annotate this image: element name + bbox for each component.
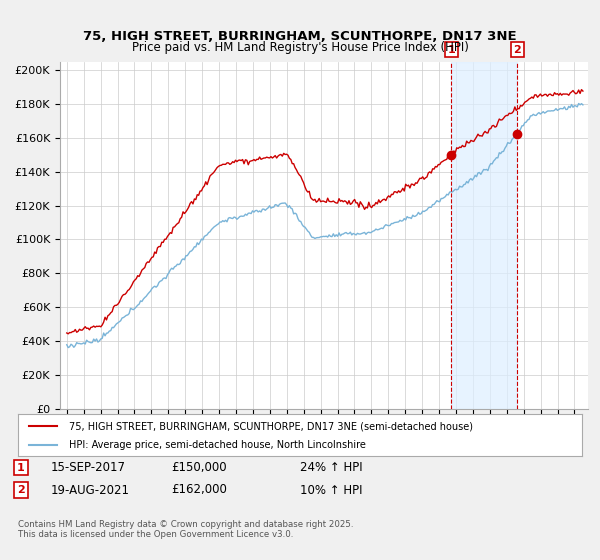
Text: 19-AUG-2021: 19-AUG-2021 (51, 483, 130, 497)
Text: 15-SEP-2017: 15-SEP-2017 (51, 461, 126, 474)
Text: 1: 1 (17, 463, 25, 473)
Text: 10% ↑ HPI: 10% ↑ HPI (300, 483, 362, 497)
Text: £162,000: £162,000 (171, 483, 227, 497)
Text: Price paid vs. HM Land Registry's House Price Index (HPI): Price paid vs. HM Land Registry's House … (131, 41, 469, 54)
Text: 24% ↑ HPI: 24% ↑ HPI (300, 461, 362, 474)
Text: 75, HIGH STREET, BURRINGHAM, SCUNTHORPE, DN17 3NE: 75, HIGH STREET, BURRINGHAM, SCUNTHORPE,… (83, 30, 517, 43)
Text: Contains HM Land Registry data © Crown copyright and database right 2025.
This d: Contains HM Land Registry data © Crown c… (18, 520, 353, 539)
Text: 2: 2 (514, 45, 521, 55)
Text: HPI: Average price, semi-detached house, North Lincolnshire: HPI: Average price, semi-detached house,… (69, 440, 365, 450)
Text: 2: 2 (17, 485, 25, 495)
Text: 1: 1 (448, 45, 455, 55)
Bar (451, 62, 517, 409)
Text: 75, HIGH STREET, BURRINGHAM, SCUNTHORPE, DN17 3NE (semi-detached house): 75, HIGH STREET, BURRINGHAM, SCUNTHORPE,… (69, 421, 473, 431)
Text: £150,000: £150,000 (171, 461, 227, 474)
